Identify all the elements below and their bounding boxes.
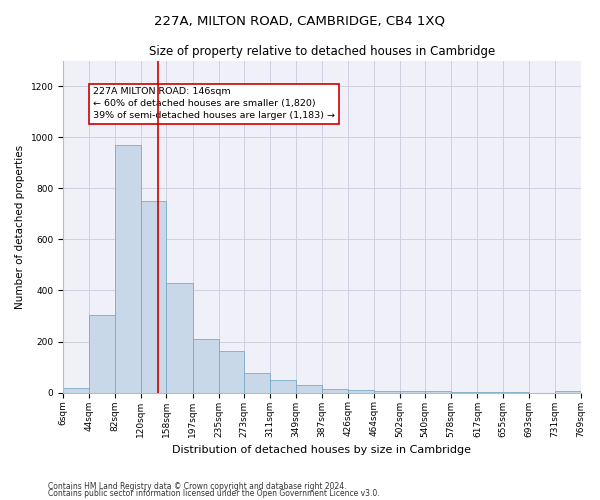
Bar: [140, 201, 166, 392]
Bar: [89, 314, 115, 392]
Bar: [374, 390, 400, 392]
Text: 227A MILTON ROAD: 146sqm
← 60% of detached houses are smaller (1,820)
39% of sem: 227A MILTON ROAD: 146sqm ← 60% of detach…: [93, 88, 335, 120]
Bar: [348, 390, 374, 392]
Bar: [218, 350, 244, 393]
Bar: [270, 380, 296, 392]
Y-axis label: Number of detached properties: Number of detached properties: [15, 144, 25, 308]
Text: Contains public sector information licensed under the Open Government Licence v3: Contains public sector information licen…: [48, 490, 380, 498]
Text: Contains HM Land Registry data © Crown copyright and database right 2024.: Contains HM Land Registry data © Crown c…: [48, 482, 347, 491]
Bar: [115, 145, 140, 392]
X-axis label: Distribution of detached houses by size in Cambridge: Distribution of detached houses by size …: [172, 445, 472, 455]
Bar: [400, 391, 425, 392]
Bar: [322, 389, 348, 392]
Bar: [244, 374, 270, 392]
Title: Size of property relative to detached houses in Cambridge: Size of property relative to detached ho…: [149, 45, 495, 58]
Bar: [193, 339, 218, 392]
Text: 227A, MILTON ROAD, CAMBRIDGE, CB4 1XQ: 227A, MILTON ROAD, CAMBRIDGE, CB4 1XQ: [155, 15, 445, 28]
Bar: [166, 283, 193, 393]
Bar: [555, 390, 581, 392]
Bar: [63, 388, 89, 392]
Bar: [296, 386, 322, 392]
